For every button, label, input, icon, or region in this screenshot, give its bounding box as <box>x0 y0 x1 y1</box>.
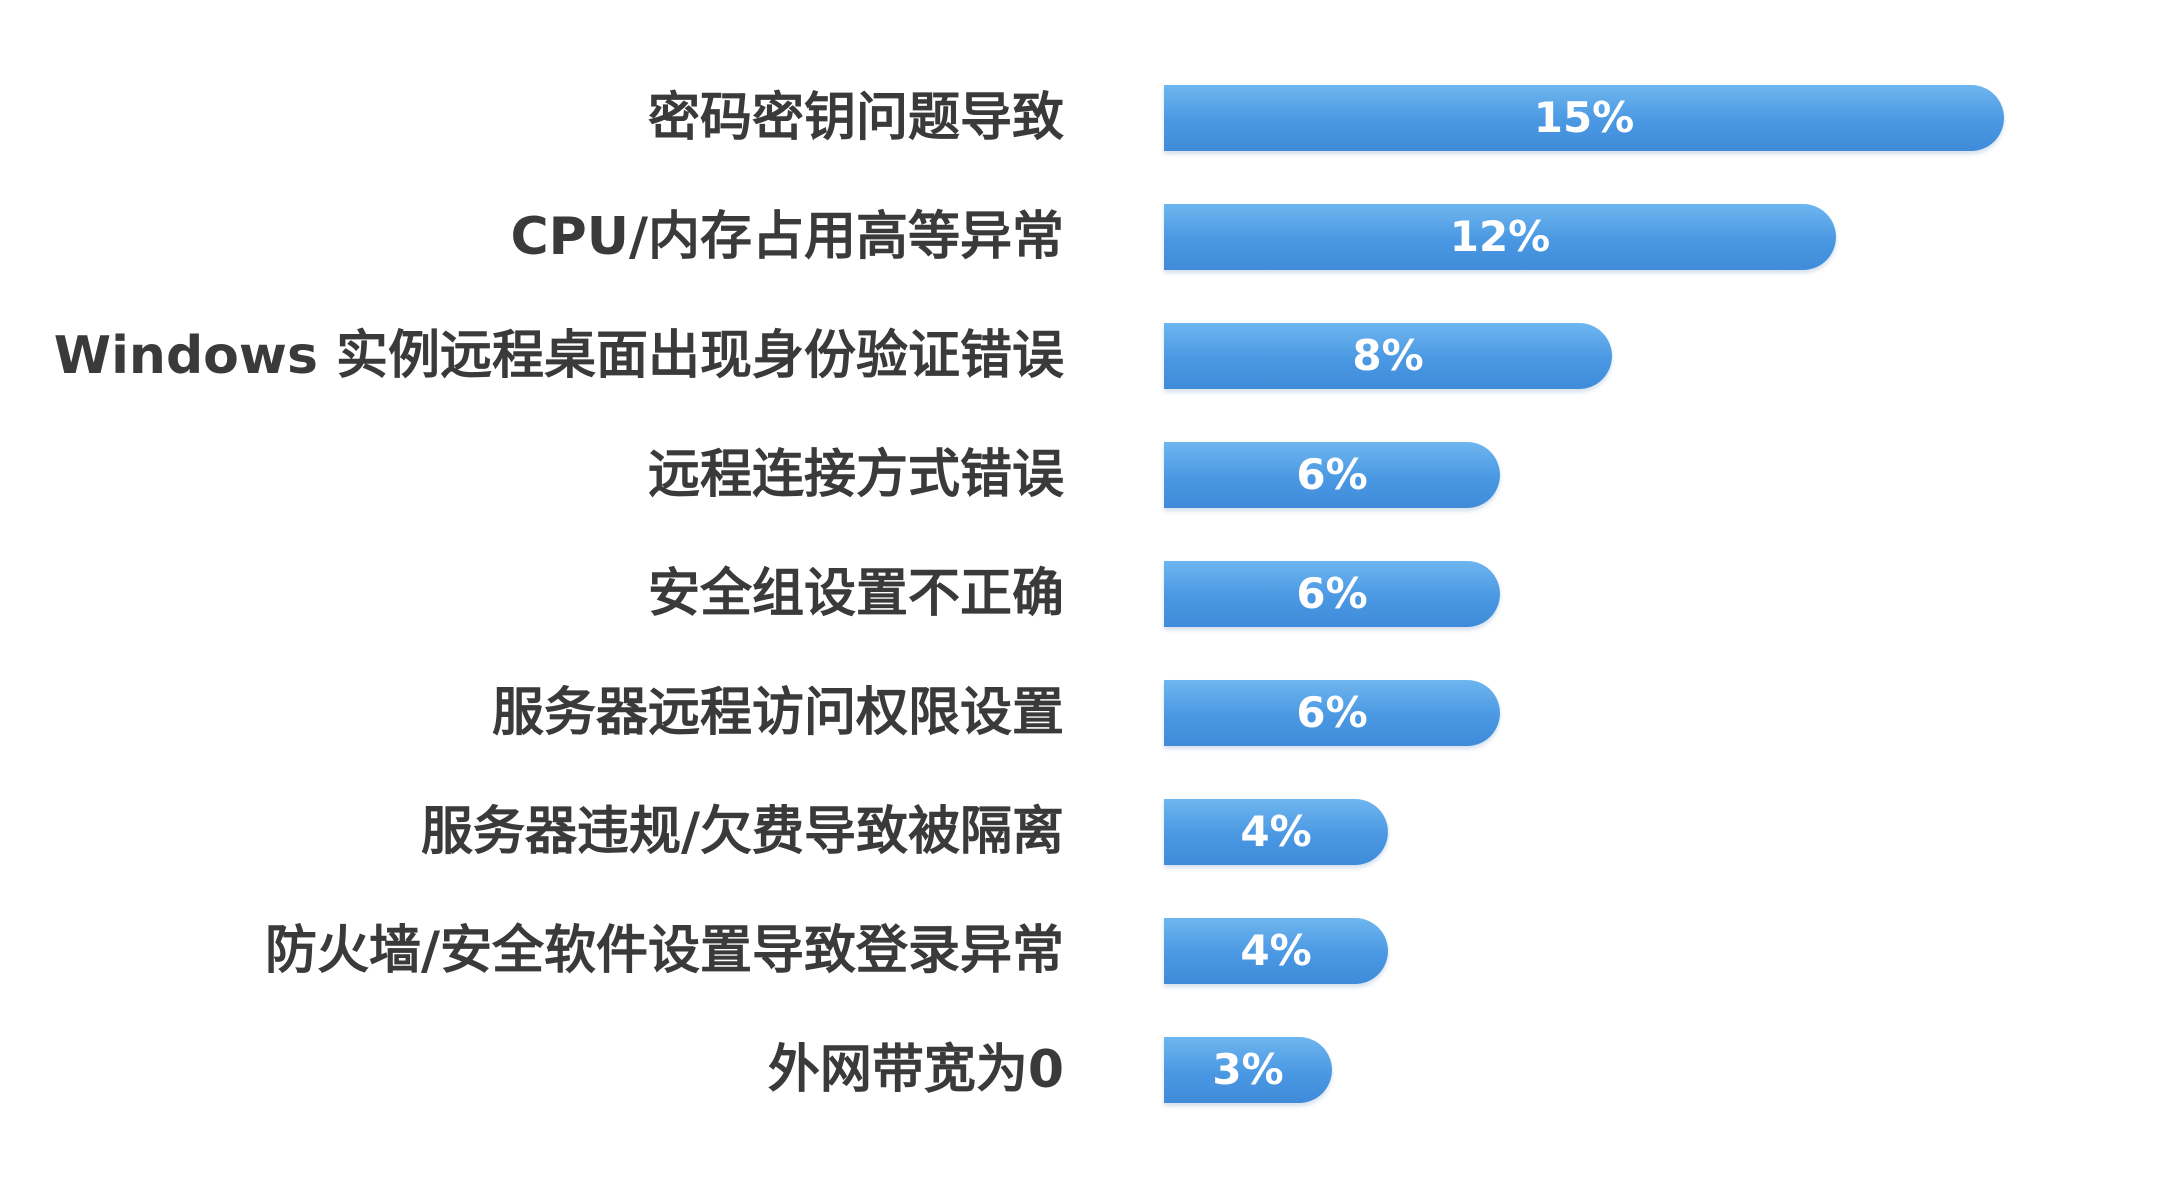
bar-value-label: 3% <box>1212 1045 1284 1094</box>
bar: 4% <box>1164 799 1388 865</box>
category-label: 外网带宽为0 <box>767 1040 1064 1100</box>
category-label: CPU/内存占用高等异常 <box>510 207 1065 267</box>
bar-value-label: 15% <box>1533 93 1635 142</box>
bar: 4% <box>1164 918 1388 984</box>
category-label: 安全组设置不正确 <box>647 564 1064 624</box>
bar-value-label: 4% <box>1240 807 1312 856</box>
bar-value-label: 12% <box>1449 212 1551 261</box>
category-label: 密码密钥问题导致 <box>647 88 1064 148</box>
bar-value-label: 6% <box>1296 688 1368 737</box>
bar: 15% <box>1164 85 2004 151</box>
bar: 12% <box>1164 204 1836 270</box>
bar-value-label: 8% <box>1352 331 1424 380</box>
category-label: 远程连接方式错误 <box>647 445 1064 505</box>
category-label: 防火墙/安全软件设置导致登录异常 <box>265 921 1064 981</box>
category-label: 服务器远程访问权限设置 <box>491 683 1064 743</box>
category-label: Windows 实例远程桌面出现身份验证错误 <box>53 326 1064 386</box>
bar-value-label: 6% <box>1296 569 1368 618</box>
bar: 8% <box>1164 323 1612 389</box>
category-label: 服务器违规/欠费导致被隔离 <box>421 802 1064 862</box>
bar: 6% <box>1164 561 1500 627</box>
bar: 6% <box>1164 442 1500 508</box>
bar: 3% <box>1164 1037 1332 1103</box>
bar-value-label: 4% <box>1240 926 1312 975</box>
bar: 6% <box>1164 680 1500 746</box>
bar-value-label: 6% <box>1296 450 1368 499</box>
